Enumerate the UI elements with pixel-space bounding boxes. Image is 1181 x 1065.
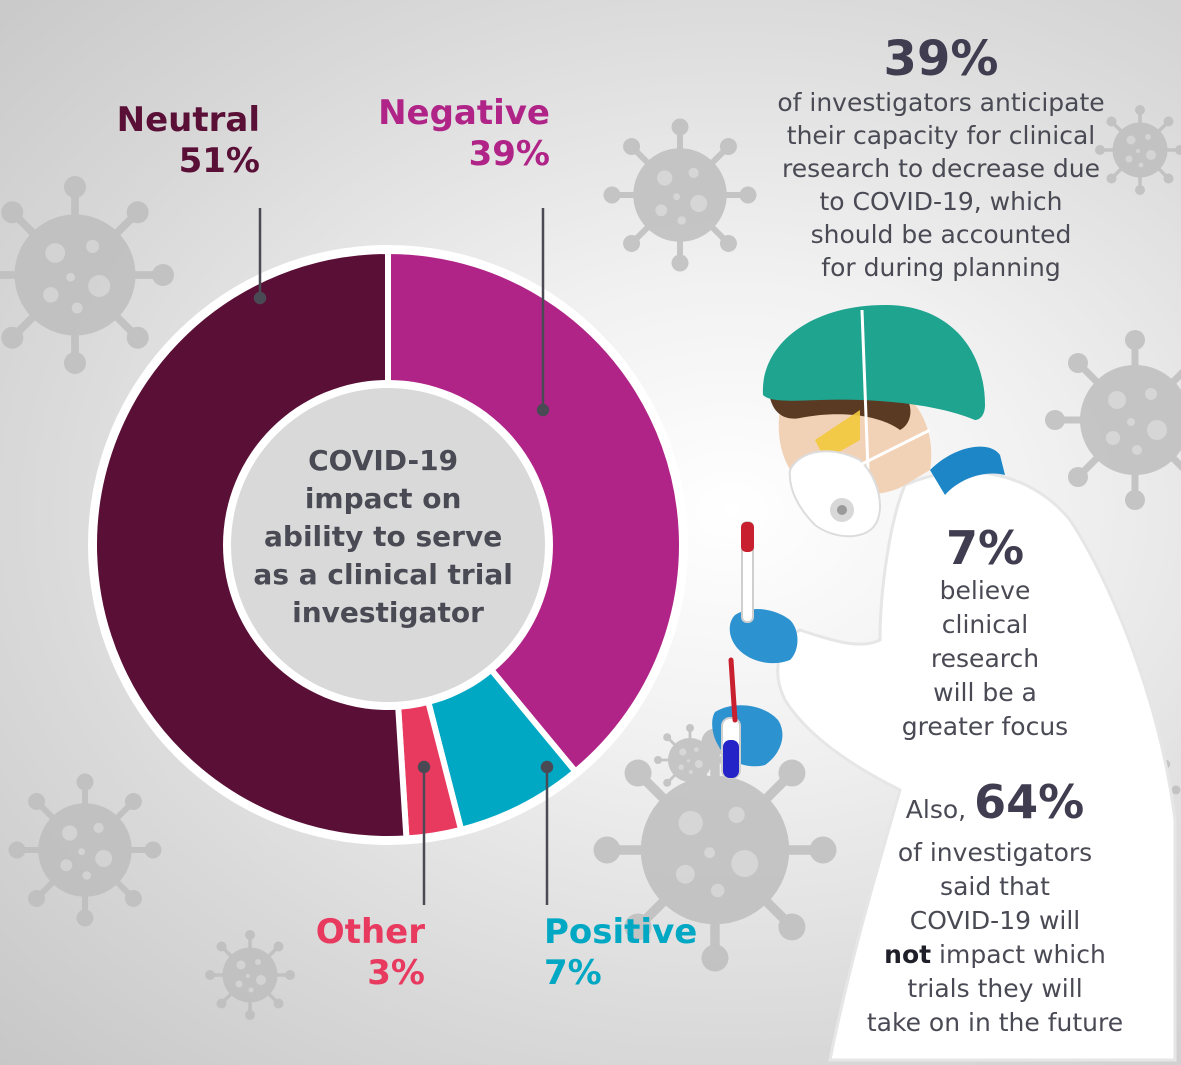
- stat-positive-figure: 7%: [945, 521, 1025, 575]
- scientist-illustration: [712, 305, 1177, 1062]
- label-positive-name: Positive: [544, 912, 698, 952]
- label-neutral: Neutral 51%: [100, 100, 260, 182]
- stat-negative-line: should be accounted: [810, 220, 1072, 249]
- label-neutral-value: 51%: [178, 140, 260, 181]
- stat-negative-line: for during planning: [821, 253, 1061, 282]
- leader-dot-negative: [536, 403, 550, 417]
- label-other-value: 3%: [367, 952, 425, 993]
- stat-negative-block: 39% of investigators anticipate their ca…: [760, 32, 1122, 284]
- stat-positive-line: will be a: [933, 678, 1037, 707]
- stat-negative-line: of investigators anticipate: [777, 88, 1105, 117]
- leader-dot-other: [417, 760, 431, 774]
- label-other: Other 3%: [290, 912, 425, 994]
- label-negative-value: 39%: [468, 133, 550, 174]
- stat-neutral-line: of investigators: [897, 838, 1093, 867]
- stat-neutral-block: Also, 64% of investigators said that COV…: [845, 776, 1145, 1040]
- stat-positive-line: clinical: [941, 610, 1029, 639]
- stat-neutral-line: COVID-19 will: [909, 906, 1081, 935]
- leader-dot-positive: [540, 760, 554, 774]
- label-positive-value: 7%: [544, 952, 602, 993]
- label-other-name: Other: [315, 912, 425, 952]
- label-positive: Positive 7%: [544, 912, 714, 994]
- stat-neutral-line: trials they will: [907, 974, 1083, 1003]
- stat-positive-block: 7% believe clinical research will be a g…: [880, 522, 1090, 744]
- label-negative-name: Negative: [378, 93, 550, 133]
- donut-hole: [231, 388, 545, 702]
- emphasis-not: not: [884, 940, 932, 969]
- stat-neutral-line: said that: [940, 872, 1050, 901]
- stat-neutral-figure: 64%: [974, 775, 1085, 829]
- stat-negative-line: research to decrease due: [781, 154, 1101, 183]
- stat-positive-line: greater focus: [901, 712, 1069, 741]
- stat-neutral-line: not impact which: [845, 938, 1145, 972]
- chart-title: COVID-19 impact on ability to serve as a…: [253, 444, 522, 629]
- stat-negative-line: to COVID-19, which: [819, 187, 1063, 216]
- stat-positive-line: research: [930, 644, 1040, 673]
- stat-neutral-line-rest: impact which: [931, 940, 1106, 969]
- stat-neutral-line: take on in the future: [866, 1008, 1124, 1037]
- leader-dot-neutral: [253, 291, 267, 305]
- stat-neutral-prefix: Also,: [905, 795, 967, 824]
- stat-negative-line: their capacity for clinical: [786, 121, 1096, 150]
- stat-positive-line: believe: [939, 576, 1031, 605]
- label-neutral-name: Neutral: [116, 100, 260, 140]
- label-negative: Negative 39%: [340, 93, 550, 175]
- stat-negative-figure: 39%: [883, 31, 999, 87]
